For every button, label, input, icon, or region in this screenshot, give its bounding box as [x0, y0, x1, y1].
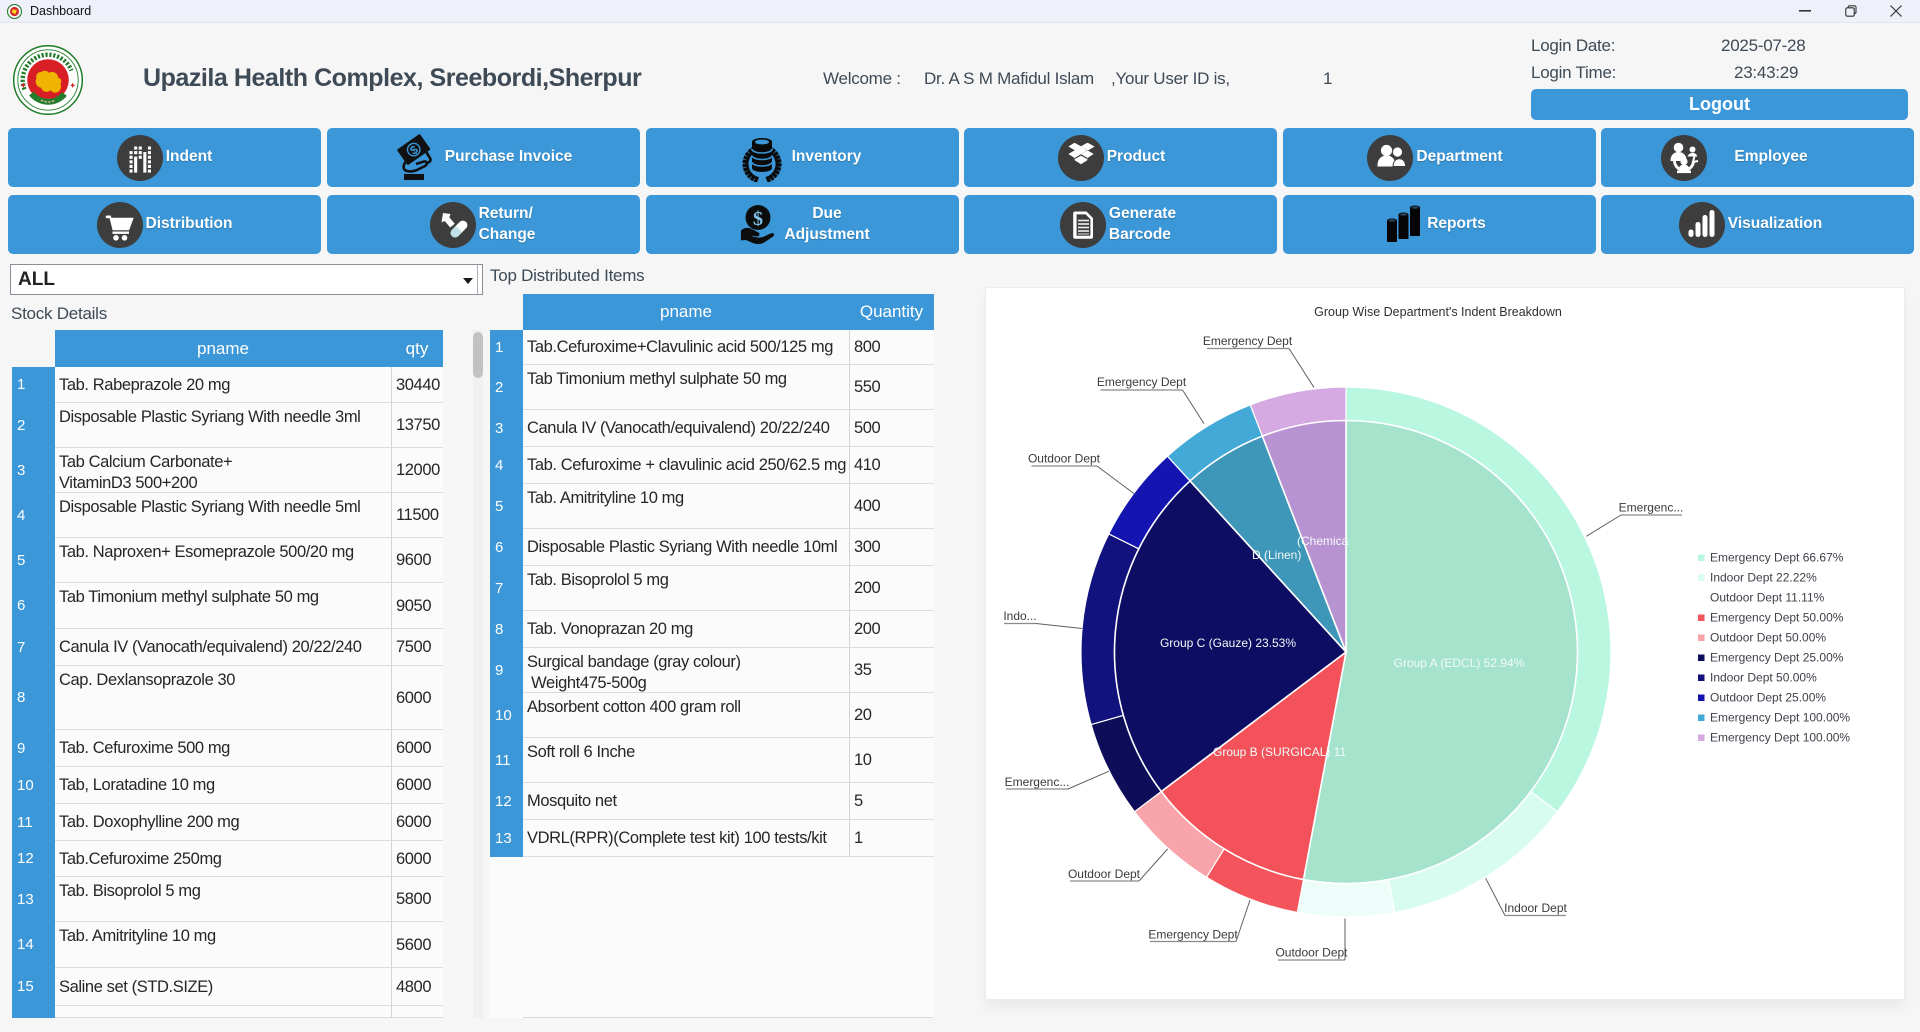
svg-text:Emergenc...: Emergenc... — [1005, 775, 1070, 789]
svg-text:Outdoor Dept 11.11%: Outdoor Dept 11.11% — [1710, 591, 1825, 605]
svg-text:D (Linen): D (Linen) — [1252, 548, 1301, 562]
svg-text:Outdoor Dept: Outdoor Dept — [1028, 452, 1101, 466]
svg-text:Indoor Dept: Indoor Dept — [1504, 901, 1567, 915]
svg-text:Group C (Gauze) 23.53%: Group C (Gauze) 23.53% — [1160, 636, 1296, 650]
svg-text:Outdoor Dept 25.00%: Outdoor Dept 25.00% — [1710, 691, 1826, 705]
svg-text:$: $ — [753, 208, 763, 230]
svg-text:Indoor Dept 22.22%: Indoor Dept 22.22% — [1710, 571, 1817, 585]
svg-text:Group Wise Department's Indent: Group Wise Department's Indent Breakdown — [1314, 305, 1562, 319]
svg-text:Outdoor Dept: Outdoor Dept — [1068, 867, 1141, 881]
svg-text:Emergency Dept: Emergency Dept — [1148, 928, 1238, 942]
svg-text:Emergency Dept: Emergency Dept — [1203, 334, 1293, 348]
svg-text:Emergency Dept: Emergency Dept — [1097, 375, 1187, 389]
svg-text:Group A (EDCL) 52.94%: Group A (EDCL) 52.94% — [1394, 656, 1525, 670]
svg-text:Indoor Dept 50.00%: Indoor Dept 50.00% — [1710, 671, 1817, 685]
svg-text:(Chemica: (Chemica — [1297, 534, 1349, 548]
svg-text:Emergency Dept 100.00%: Emergency Dept 100.00% — [1710, 711, 1850, 725]
svg-text:Emergency Dept 25.00%: Emergency Dept 25.00% — [1710, 651, 1844, 665]
svg-text:Group B (SURGICAL) 11: Group B (SURGICAL) 11 — [1213, 745, 1346, 759]
svg-text:Indo...: Indo... — [1003, 609, 1036, 623]
svg-text:Emergency Dept 66.67%: Emergency Dept 66.67% — [1710, 551, 1844, 565]
svg-text:Emergenc...: Emergenc... — [1619, 501, 1684, 515]
svg-text:Outdoor Dept: Outdoor Dept — [1275, 946, 1348, 960]
svg-text:Emergency Dept 100.00%: Emergency Dept 100.00% — [1710, 731, 1850, 745]
svg-text:Emergency Dept 50.00%: Emergency Dept 50.00% — [1710, 611, 1844, 625]
svg-text:Outdoor Dept 50.00%: Outdoor Dept 50.00% — [1710, 631, 1826, 645]
